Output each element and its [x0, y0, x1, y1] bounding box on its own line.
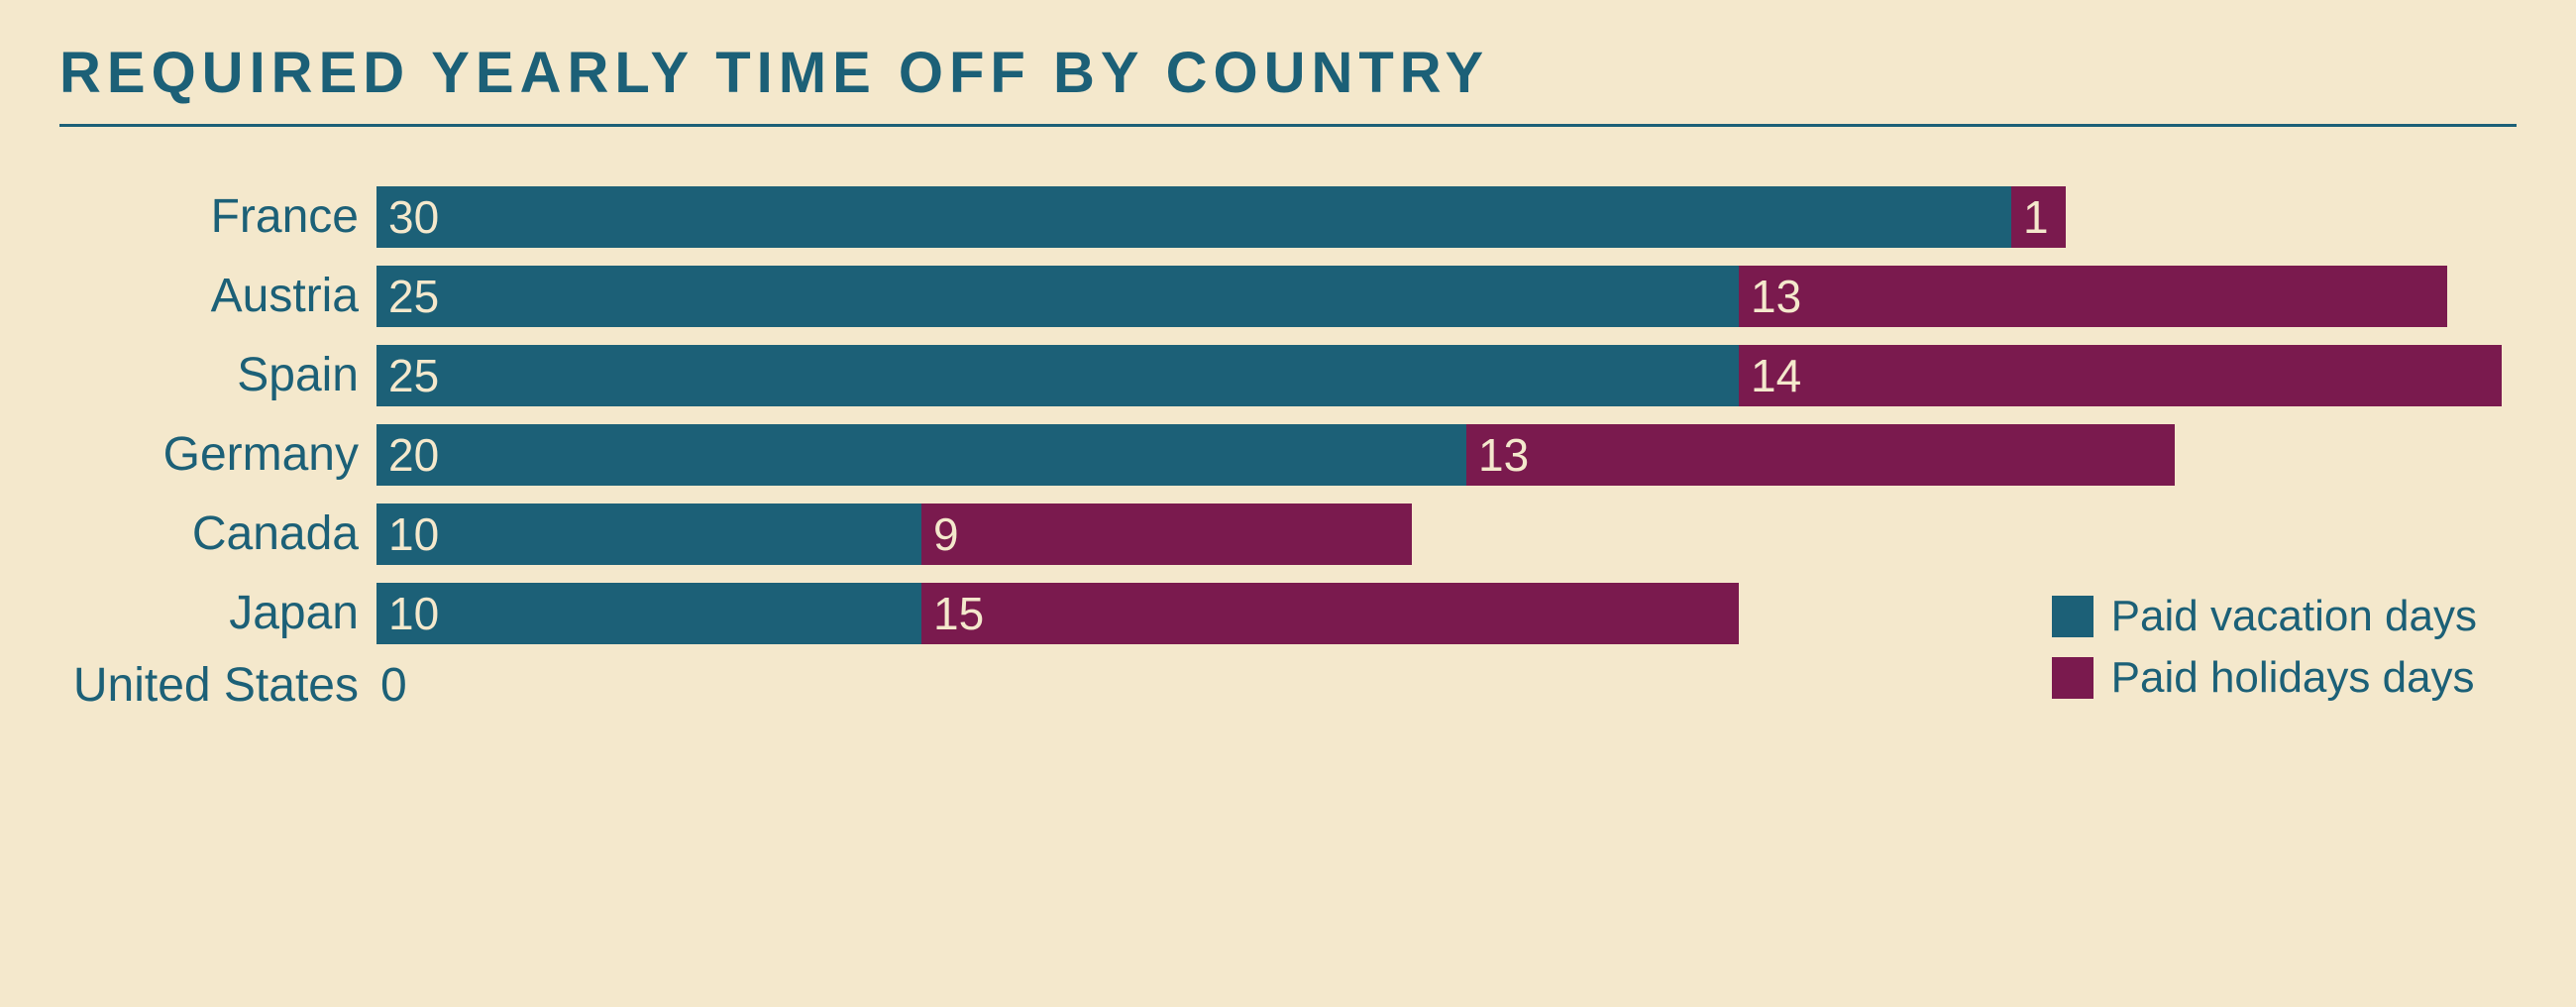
bar-segment-vacation: 10: [376, 583, 921, 644]
bar-segment-vacation: 25: [376, 345, 1739, 406]
bar-segment-vacation: 30: [376, 186, 2011, 248]
bar-segment-vacation: 25: [376, 266, 1739, 327]
zero-value: 0: [376, 662, 407, 710]
bar-segment-holidays: 9: [921, 504, 1412, 565]
bar-row: France 30 1: [59, 186, 2517, 248]
country-label: France: [59, 193, 376, 241]
bar-value: 30: [388, 194, 439, 240]
bar-segment-vacation: 10: [376, 504, 921, 565]
bar-value: 25: [388, 353, 439, 398]
legend-label: Paid vacation days: [2111, 595, 2477, 638]
legend-swatch: [2052, 596, 2093, 637]
bar-value: 14: [1751, 353, 1801, 398]
bar-value: 10: [388, 591, 439, 636]
bar-chart: France301Austria2513Spain2514Germany2013…: [59, 186, 2517, 710]
bar-segment-holidays: 13: [1739, 266, 2447, 327]
country-label: Germany: [59, 431, 376, 479]
bar-row: Germany2013: [59, 424, 2517, 486]
bar-row: Austria 25 13: [59, 266, 2517, 327]
legend: Paid vacation days Paid holidays days: [2052, 577, 2477, 700]
bar-group: 10 15: [376, 583, 1739, 644]
bar-segment-vacation: 20: [376, 424, 1466, 486]
bar-value: 13: [1751, 274, 1801, 319]
bar-group: 2013: [376, 424, 2175, 486]
legend-item: Paid holidays days: [2052, 656, 2477, 700]
bar-group: 30 1: [376, 186, 2066, 248]
bar-value: 25: [388, 274, 439, 319]
legend-swatch: [2052, 657, 2093, 699]
bar-segment-holidays: 13: [1466, 424, 2175, 486]
country-label: Austria: [59, 273, 376, 320]
bar-segment-holidays: 1: [2011, 186, 2066, 248]
bar-group: 10 9: [376, 504, 1412, 565]
bar-value: 20: [388, 432, 439, 478]
bar-value: 13: [1478, 432, 1529, 478]
bar-value: 15: [933, 591, 984, 636]
country-label: United States: [59, 662, 376, 710]
bar-segment-holidays: 14: [1739, 345, 2502, 406]
bar-value: 9: [933, 511, 959, 557]
bar-row: Canada 10 9: [59, 504, 2517, 565]
bar-group: 25 14: [376, 345, 2502, 406]
bar-segment-holidays: 15: [921, 583, 1739, 644]
bar-row: Spain 25 14: [59, 345, 2517, 406]
country-label: Spain: [59, 352, 376, 399]
bar-group: 25 13: [376, 266, 2447, 327]
country-label: Canada: [59, 510, 376, 558]
legend-item: Paid vacation days: [2052, 595, 2477, 638]
bar-value: 1: [2023, 194, 2049, 240]
chart-title: REQUIRED YEARLY TIME OFF BY COUNTRY: [59, 40, 2517, 127]
bar-value: 10: [388, 511, 439, 557]
country-label: Japan: [59, 590, 376, 637]
legend-label: Paid holidays days: [2111, 656, 2475, 700]
